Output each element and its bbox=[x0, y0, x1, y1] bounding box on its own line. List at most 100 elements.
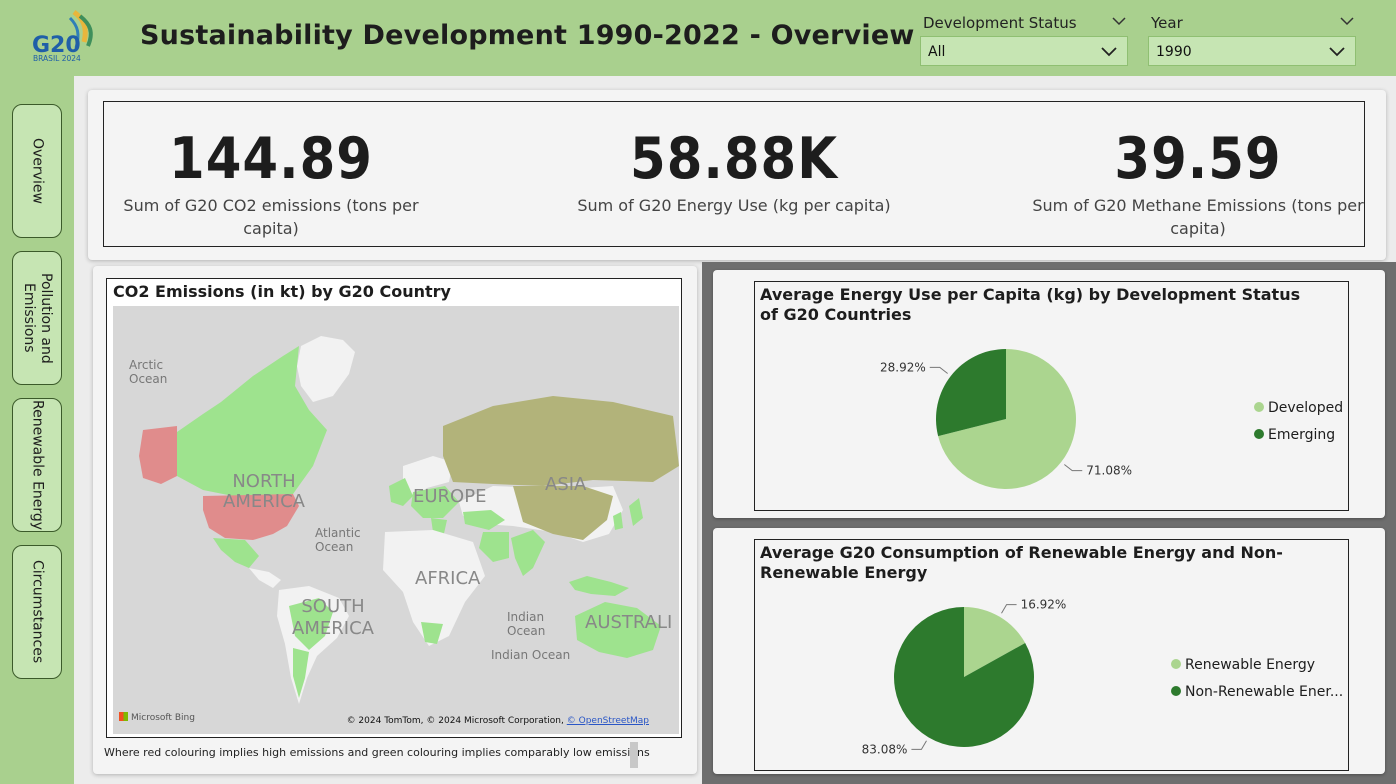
nav-pollution-button[interactable]: Pollution and Emissions bbox=[12, 251, 62, 385]
data-label: 83.08% bbox=[862, 742, 908, 756]
data-label: 16.92% bbox=[1021, 598, 1067, 612]
region-uk[interactable] bbox=[389, 478, 413, 506]
kpi-methane-card: 39.59 Sum of G20 Methane Emissions (tons… bbox=[1030, 128, 1366, 240]
pie-frame-energy: Average Energy Use per Capita (kg) by De… bbox=[754, 281, 1349, 511]
chevron-down-icon bbox=[1329, 47, 1345, 57]
map-note: Where red colouring implies high emissio… bbox=[104, 746, 650, 759]
kpi-label: Sum of G20 CO2 emissions (tons per capita… bbox=[123, 196, 419, 238]
pie-chart-energy[interactable]: 71.08% 28.92% Developed Emerging bbox=[755, 282, 1350, 512]
chevron-down-icon bbox=[1101, 47, 1117, 57]
region-japan[interactable] bbox=[629, 498, 643, 526]
legend-marker bbox=[1254, 402, 1264, 412]
chart-title: Average G20 Consumption of Renewable Ene… bbox=[760, 543, 1283, 582]
kpi-value: 58.88K bbox=[630, 126, 838, 192]
region-argentina[interactable] bbox=[293, 648, 309, 698]
kpi-label: Sum of G20 Methane Emissions (tons per ca… bbox=[1032, 196, 1364, 238]
logo-text: G20 bbox=[32, 33, 81, 58]
map-label-atlantic: Atlantic Ocean bbox=[315, 526, 361, 554]
map-label-europe: EUROPE bbox=[413, 486, 487, 507]
pie-slice[interactable] bbox=[936, 349, 1006, 437]
map-panel: CO2 Emissions (in kt) by G20 Country bbox=[93, 266, 697, 774]
region-saudi-arabia[interactable] bbox=[479, 532, 509, 562]
region-mexico[interactable] bbox=[213, 538, 259, 568]
map-label-south-america: SOUTH AMERICA bbox=[292, 596, 374, 639]
region-russia[interactable] bbox=[443, 396, 679, 486]
map-label-australia: AUSTRALI bbox=[585, 612, 673, 633]
kpi-co2-card: 144.89 Sum of G20 CO2 emissions (tons pe… bbox=[106, 128, 436, 240]
development-status-dropdown[interactable]: All bbox=[920, 36, 1128, 66]
pie-panel-renewable: Average G20 Consumption of Renewable Ene… bbox=[713, 528, 1385, 774]
region-korea[interactable] bbox=[613, 512, 623, 530]
kpi-energy-card: 58.88K Sum of G20 Energy Use (kg per cap… bbox=[564, 128, 904, 217]
openstreetmap-link[interactable]: © OpenStreetMap bbox=[566, 716, 649, 726]
map-title: CO2 Emissions (in kt) by G20 Country bbox=[113, 282, 451, 301]
region-alaska[interactable] bbox=[139, 426, 177, 484]
development-status-value: All bbox=[928, 44, 946, 60]
pie-slice[interactable] bbox=[894, 607, 1034, 747]
data-label: 28.92% bbox=[880, 360, 926, 374]
map-label-arctic: Arctic Ocean bbox=[129, 358, 168, 386]
g20-logo: G20 BRASIL 2024 bbox=[22, 8, 112, 72]
chevron-down-icon[interactable] bbox=[1340, 16, 1354, 26]
page-title: Sustainability Development 1990-2022 - O… bbox=[140, 20, 915, 51]
year-value: 1990 bbox=[1156, 44, 1192, 60]
legend-marker bbox=[1254, 429, 1264, 439]
map-frame: CO2 Emissions (in kt) by G20 Country bbox=[106, 278, 682, 738]
pie-slice[interactable] bbox=[964, 607, 1026, 677]
nav-circumstances-button[interactable]: Circumstances bbox=[12, 545, 62, 679]
bing-logo: Microsoft Bing bbox=[119, 712, 195, 723]
kpi-value: 39.59 bbox=[1114, 126, 1282, 192]
legend-marker bbox=[1171, 659, 1181, 669]
sidebar: Overview Pollution and Emissions Renewab… bbox=[0, 76, 74, 784]
chevron-down-icon[interactable] bbox=[1112, 16, 1126, 26]
legend-item[interactable]: Developed bbox=[1268, 400, 1343, 416]
region-brazil[interactable] bbox=[289, 598, 333, 650]
data-label: 71.08% bbox=[1086, 464, 1132, 478]
nav-label: Overview bbox=[29, 138, 46, 204]
legend-item[interactable]: Emerging bbox=[1268, 427, 1335, 443]
nav-renewable-button[interactable]: Renewable Energy bbox=[12, 398, 62, 532]
g20-logo-graphic: G20 BRASIL 2024 bbox=[32, 10, 93, 63]
map-label-asia: ASIA bbox=[545, 474, 587, 495]
pie-frame-renewable: Average G20 Consumption of Renewable Ene… bbox=[754, 539, 1349, 771]
chart-title: Average Energy Use per Capita (kg) by De… bbox=[760, 285, 1301, 324]
pie-slice[interactable] bbox=[938, 349, 1076, 489]
legend-item[interactable]: Non-Renewable Ener... bbox=[1185, 684, 1343, 700]
kpi-label: Sum of G20 Energy Use (kg per capita) bbox=[577, 196, 891, 215]
world-map[interactable]: Arctic Ocean NORTH AMERICA EUROPE ASIA A… bbox=[113, 306, 679, 734]
nav-overview-button[interactable]: Overview bbox=[12, 104, 62, 238]
development-status-label: Development Status bbox=[923, 14, 1077, 32]
scrollbar[interactable] bbox=[630, 742, 638, 768]
map-label-africa: AFRICA bbox=[415, 568, 481, 589]
development-status-slicer: Development Status All bbox=[920, 10, 1128, 66]
nav-label: Pollution and Emissions bbox=[21, 272, 54, 364]
map-label-indian-ocean: Indian Ocean bbox=[507, 610, 546, 638]
region-indonesia[interactable] bbox=[569, 576, 629, 596]
region-usa[interactable] bbox=[203, 494, 299, 540]
leader-line bbox=[1064, 464, 1083, 472]
nav-label: Renewable Energy bbox=[29, 399, 46, 531]
kpi-value: 144.89 bbox=[169, 126, 373, 192]
region-canada[interactable] bbox=[177, 346, 327, 496]
pie-chart-renewable[interactable]: 16.92% 83.08% Renewable Energy Non-Renewabl… bbox=[755, 540, 1350, 772]
legend-marker bbox=[1171, 686, 1181, 696]
region-south-africa[interactable] bbox=[421, 622, 443, 644]
pie-panel-energy: Average Energy Use per Capita (kg) by De… bbox=[713, 270, 1385, 518]
region-western-europe[interactable] bbox=[411, 486, 459, 518]
region-turkey[interactable] bbox=[463, 510, 505, 530]
world-map-svg bbox=[139, 336, 679, 704]
map-label-north-america: NORTH AMERICA bbox=[223, 471, 305, 512]
region-china[interactable] bbox=[513, 486, 613, 540]
logo-subtext: BRASIL 2024 bbox=[33, 54, 81, 63]
top-bar: G20 BRASIL 2024 Sustainability Developme… bbox=[0, 0, 1396, 76]
year-slicer: Year 1990 bbox=[1148, 10, 1356, 66]
legend-item[interactable]: Renewable Energy bbox=[1185, 657, 1315, 673]
microsoft-icon bbox=[119, 712, 128, 721]
leader-line bbox=[911, 740, 927, 750]
nav-label: Circumstances bbox=[29, 560, 46, 664]
leader-line bbox=[1001, 604, 1017, 614]
year-dropdown[interactable]: 1990 bbox=[1148, 36, 1356, 66]
region-australia[interactable] bbox=[575, 602, 661, 658]
leader-line bbox=[929, 366, 948, 374]
region-india[interactable] bbox=[511, 530, 545, 576]
